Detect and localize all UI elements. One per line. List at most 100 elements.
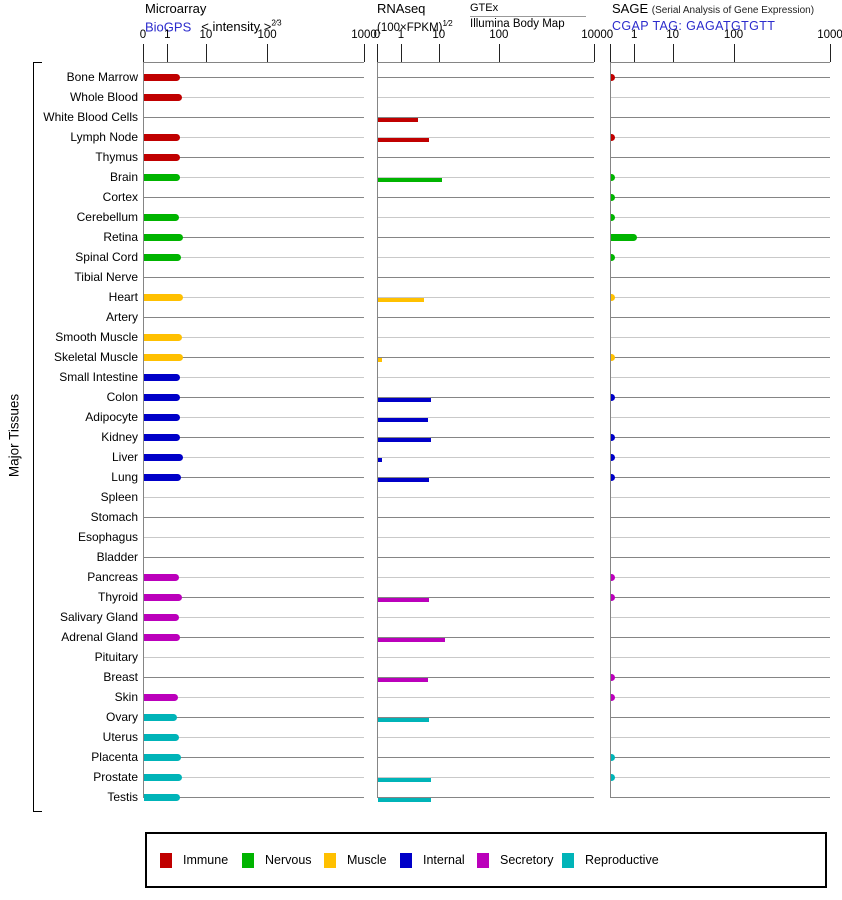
tissue-label: Adipocyte (85, 410, 138, 424)
expression-bar (144, 634, 180, 641)
tissue-label: Esophagus (77, 530, 138, 544)
row-gridline (611, 337, 830, 338)
row-gridline (611, 237, 830, 238)
row-gridline (144, 137, 364, 138)
legend-item-reproductive: Reproductive (562, 834, 659, 886)
row-gridline (144, 537, 364, 538)
tissue-label: Thyroid (97, 590, 138, 604)
expression-bar (378, 438, 431, 442)
row-gridline (611, 137, 830, 138)
illumina-body-map-link[interactable]: Illumina Body Map (470, 18, 565, 30)
row-gridline (144, 257, 364, 258)
row-gridline (144, 797, 364, 798)
row-gridline (611, 197, 830, 198)
row-gridline (144, 717, 364, 718)
row-gridline (611, 517, 830, 518)
expression-bar (378, 778, 431, 782)
axis-tick-mark (594, 44, 595, 62)
row-gridline (144, 237, 364, 238)
axis-tick-mark (205, 44, 207, 62)
tissue-label: Skin (114, 690, 138, 704)
row-gridline (611, 377, 830, 378)
row-gridline (611, 217, 830, 218)
row-gridline (378, 197, 594, 198)
row-gridline (378, 677, 594, 678)
expression-bar (378, 458, 382, 462)
expression-bar (144, 474, 181, 481)
row-gridline (144, 217, 364, 218)
row-gridline (611, 577, 830, 578)
expression-bar (378, 418, 429, 422)
row-gridline (144, 617, 364, 618)
panel-sage (610, 62, 830, 798)
expression-bar (611, 474, 615, 481)
axis-tick-label: 1000 (581, 29, 607, 41)
row-gridline (144, 457, 364, 458)
tissue-label: Testis (107, 790, 138, 804)
tissue-label: Cerebellum (76, 210, 138, 224)
row-gridline (144, 337, 364, 338)
expression-bar (378, 678, 428, 682)
row-gridline (611, 257, 830, 258)
row-gridline (378, 617, 594, 618)
axis-tick-mark (267, 44, 269, 62)
tissue-label: Artery (105, 310, 138, 324)
expression-bar (144, 374, 180, 381)
tissue-label: Brain (109, 170, 138, 184)
tissue-label: Salivary Gland (59, 610, 138, 624)
row-gridline (611, 177, 830, 178)
row-gridline (611, 617, 830, 618)
tissue-label: Kidney (101, 430, 138, 444)
axis-tick-mark (610, 44, 611, 62)
row-gridline (611, 417, 830, 418)
expression-bar (611, 134, 615, 141)
row-gridline (378, 117, 594, 118)
axis-bracket (33, 62, 34, 812)
row-gridline (611, 797, 830, 798)
row-gridline (611, 657, 830, 658)
expression-bar (611, 454, 615, 461)
expression-bar (378, 118, 419, 122)
expression-bar (611, 674, 615, 681)
row-gridline (144, 497, 364, 498)
gtex-link[interactable]: GTEx (470, 2, 499, 14)
axis-bracket-top-arm (33, 62, 42, 63)
rnaseq-unit-label: (100×FPKM)1⁄2 (377, 19, 453, 34)
row-gridline (144, 557, 364, 558)
axis-tick-label: 0 (373, 29, 381, 41)
microarray-header: Microarray BioGPS < intensity >2⁄3 (145, 2, 282, 34)
expression-bar (378, 178, 442, 182)
axis-tick-mark (438, 44, 440, 62)
row-gridline (144, 317, 364, 318)
expression-bar (611, 774, 615, 781)
row-gridline (611, 737, 830, 738)
expression-bar (144, 394, 181, 401)
expression-bar (144, 694, 179, 701)
axis-tick-label: 1 (397, 29, 405, 41)
biogps-link[interactable]: BioGPS (145, 19, 192, 35)
row-gridline (378, 797, 594, 798)
row-gridline (378, 757, 594, 758)
expression-bar (378, 598, 429, 602)
expression-bar (611, 194, 615, 201)
row-gridline (144, 157, 364, 158)
expression-bar (144, 254, 181, 261)
expression-bar (378, 718, 429, 722)
legend-label: Nervous (265, 853, 312, 867)
axis-tick-mark (634, 44, 636, 62)
row-gridline (611, 637, 830, 638)
cgap-tag-link[interactable]: CGAP TAG: GAGATGTGTT (612, 19, 776, 33)
row-gridline (144, 477, 364, 478)
row-gridline (611, 597, 830, 598)
expression-bar (144, 94, 183, 101)
tissue-label: Pancreas (87, 570, 138, 584)
row-gridline (611, 477, 830, 478)
row-gridline (144, 197, 364, 198)
legend-swatch (242, 852, 254, 868)
tissue-label: Lung (111, 470, 138, 484)
row-gridline (144, 777, 364, 778)
row-gridline (378, 537, 594, 538)
row-gridline (611, 557, 830, 558)
expression-bar (144, 134, 180, 141)
expression-bar (144, 174, 181, 181)
